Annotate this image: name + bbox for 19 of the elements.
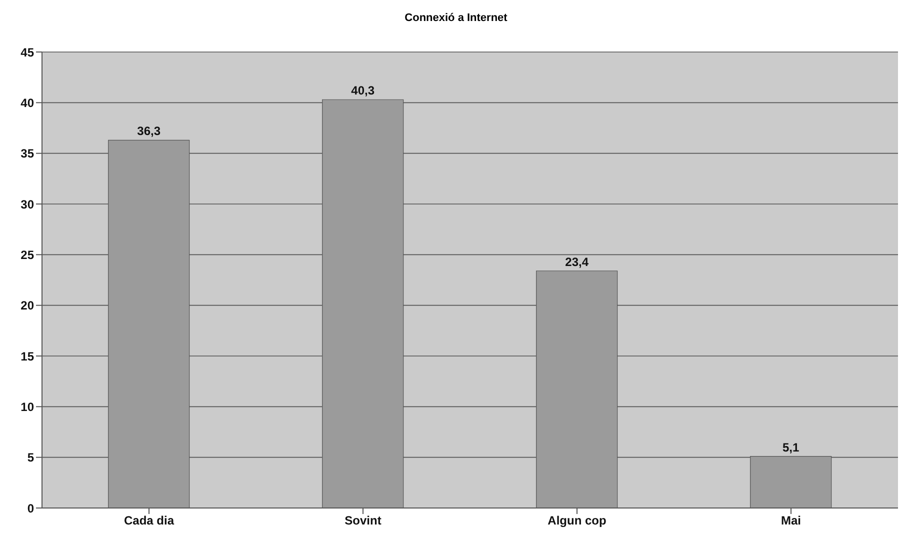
x-tick-label: Mai bbox=[780, 514, 802, 528]
y-tick-label: 10 bbox=[20, 400, 34, 414]
x-tick-label: Algun cop bbox=[548, 514, 606, 528]
data-label: 36,3 bbox=[137, 124, 161, 138]
y-tick-label: 15 bbox=[20, 349, 34, 364]
x-tick-label: Sovint bbox=[344, 514, 382, 528]
y-tick-label: 5 bbox=[27, 450, 34, 465]
data-label: 40,3 bbox=[351, 84, 375, 98]
data-label: 23,4 bbox=[565, 254, 589, 269]
x-tick-label: Cada dia bbox=[124, 514, 174, 528]
y-tick-label: 25 bbox=[20, 248, 34, 262]
y-tick-label: 45 bbox=[20, 45, 34, 60]
chart-title: Connexió a Internet bbox=[404, 11, 508, 26]
y-tick-label: 35 bbox=[20, 146, 34, 161]
y-tick-label: 30 bbox=[20, 197, 34, 212]
y-tick-label: 20 bbox=[20, 298, 34, 313]
data-label: 5,1 bbox=[782, 440, 800, 454]
y-tick-label: 40 bbox=[20, 96, 34, 110]
y-tick-label: 0 bbox=[27, 501, 34, 516]
